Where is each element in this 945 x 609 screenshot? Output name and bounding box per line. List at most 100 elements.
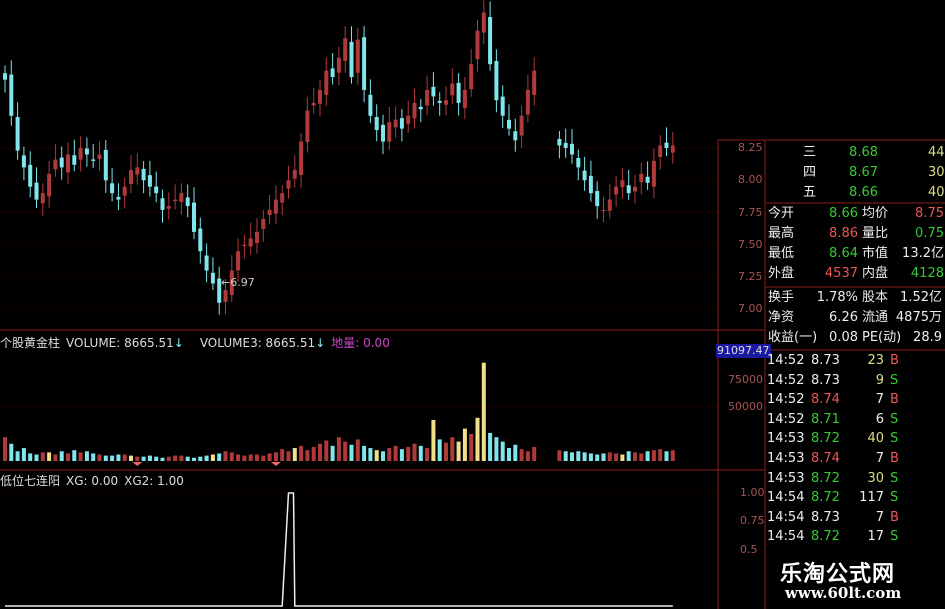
- candle-body: [393, 119, 398, 128]
- volume-bar: [217, 453, 222, 461]
- candle-body: [59, 157, 64, 168]
- volume-bar: [192, 457, 196, 461]
- candle-body: [418, 106, 423, 110]
- stat-label: 量比: [862, 226, 889, 241]
- volume-bar: [204, 455, 209, 461]
- volume-bar: [658, 449, 663, 461]
- tick-side: S: [890, 470, 899, 486]
- tick-time: 14:54: [767, 529, 805, 545]
- volume-bar: [59, 451, 64, 461]
- candle-body: [633, 186, 637, 192]
- stat-label: 市值: [862, 246, 889, 261]
- volume-bar: [15, 451, 20, 461]
- tick-price: 8.72: [811, 529, 840, 545]
- tick-side: S: [890, 411, 899, 427]
- volume-tick-label: 75000: [728, 373, 763, 386]
- candle-body: [53, 159, 58, 170]
- volume-bar: [66, 453, 70, 461]
- xg2-legend: XG2: 1.00: [124, 474, 184, 488]
- tick-volume: 23: [867, 353, 884, 368]
- volume-bar: [633, 452, 637, 461]
- candle-body: [66, 154, 70, 173]
- volume-bar: [362, 445, 367, 461]
- candle-body: [595, 191, 600, 207]
- stat-label: 最低: [768, 246, 795, 261]
- tick-price: 8.72: [811, 470, 840, 486]
- stat-value: 13.2亿: [902, 246, 944, 261]
- candle-body: [192, 202, 196, 232]
- volume-bar: [154, 456, 159, 461]
- price-tick-label: 7.75: [738, 205, 763, 219]
- candle-body: [160, 198, 165, 210]
- volume-bar: [469, 434, 474, 461]
- volume-bar: [532, 446, 537, 461]
- volume-bar: [355, 439, 360, 461]
- stat-value: 0.75: [915, 226, 944, 241]
- candle-body: [355, 39, 360, 73]
- tick-side: S: [890, 431, 899, 447]
- volume-bar: [639, 453, 644, 461]
- candle-body: [97, 154, 102, 160]
- volume-bar: [84, 451, 89, 461]
- volume-bar: [229, 452, 234, 461]
- candle-body: [9, 74, 14, 116]
- candle-body: [116, 196, 121, 200]
- volume-bar: [47, 452, 52, 461]
- xg-legend: XG: 0.00: [66, 474, 119, 488]
- volume3-legend: VOLUME3: 8665.51↓: [200, 336, 325, 350]
- volume-bar: [513, 444, 518, 461]
- volume-bar: [255, 454, 259, 461]
- volume-bar: [614, 453, 619, 461]
- volume-bar: [456, 441, 461, 461]
- volume-bar: [563, 451, 568, 461]
- volume-bar: [141, 456, 146, 461]
- tick-side: B: [890, 392, 899, 408]
- candle-body: [469, 64, 474, 90]
- volume-bar: [173, 455, 178, 461]
- volume-bar: [198, 456, 203, 461]
- volume-bar: [160, 457, 165, 461]
- volume-bar: [437, 439, 442, 461]
- volume-bar: [620, 454, 625, 461]
- stat-value: 8.64: [829, 246, 858, 261]
- stat-value: 4128: [910, 266, 944, 281]
- volume-bar: [210, 454, 215, 461]
- volume-bar: [122, 454, 127, 461]
- tick-volume: 117: [859, 490, 884, 506]
- candle-body: [620, 180, 625, 188]
- candle-body: [406, 115, 411, 124]
- candle-body: [305, 110, 310, 142]
- volume-bar: [28, 453, 33, 461]
- candle-body: [223, 289, 228, 302]
- candle-body: [500, 96, 505, 116]
- candle-body: [147, 175, 152, 187]
- candle-body: [3, 73, 7, 80]
- stat-value: 4537: [824, 266, 858, 281]
- tick-time: 14:54: [767, 509, 805, 525]
- tick-volume: 17: [867, 529, 884, 545]
- candle-body: [255, 231, 259, 243]
- volume-bar: [349, 444, 354, 461]
- ask-volume: 30: [928, 165, 945, 180]
- volume-bar: [374, 450, 379, 461]
- tick-time: 14:54: [767, 490, 805, 506]
- candle-body: [651, 160, 656, 187]
- tick-price: 8.72: [811, 431, 840, 447]
- candle-body: [576, 158, 581, 168]
- volume-legend: VOLUME: 8665.51↓: [66, 336, 184, 350]
- candle-body: [368, 94, 373, 116]
- stat-label: 最高: [768, 226, 795, 241]
- volume-bar: [116, 454, 121, 461]
- candle-body: [557, 138, 562, 146]
- stat-label: 均价: [862, 206, 889, 221]
- candle-body: [110, 183, 115, 194]
- ask-volume: 44: [928, 145, 945, 160]
- fin-label: 收益(一): [768, 330, 818, 345]
- candle-body: [122, 186, 127, 196]
- indicator-tick-label: 1.00: [740, 486, 765, 499]
- stat-label: 内盘: [862, 266, 889, 281]
- tick-side: S: [890, 490, 899, 506]
- candle-body: [129, 169, 133, 184]
- tick-time: 14:53: [767, 431, 805, 447]
- volume3-legend-label: VOLUME3: 8665.51: [199, 336, 316, 350]
